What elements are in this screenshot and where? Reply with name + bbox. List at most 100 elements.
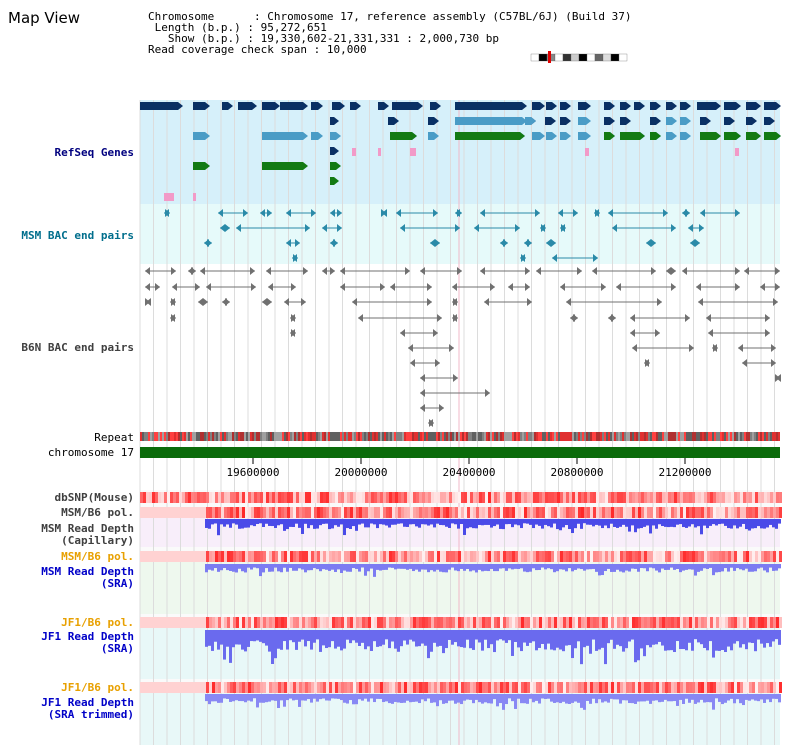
polymorphism-cell <box>530 507 533 518</box>
track-label-jf1-depth-sra-1[interactable]: JF1 Read Depth <box>41 630 134 643</box>
read-depth-bar <box>223 564 226 569</box>
repeat-segment <box>654 432 656 441</box>
polymorphism-cell <box>692 682 695 693</box>
polymorphism-cell <box>338 551 341 562</box>
track-label-dbsnp[interactable]: dbSNP(Mouse) <box>54 491 134 504</box>
read-depth-bar <box>697 694 700 703</box>
track-label-msm-depth-sra-1[interactable]: MSM Read Depth <box>41 565 134 578</box>
read-depth-bar <box>217 694 220 703</box>
read-depth-bar <box>709 630 712 642</box>
read-depth-bar <box>658 564 661 573</box>
polymorphism-cell <box>644 551 647 562</box>
read-depth-bar <box>373 519 376 525</box>
polymorphism-cell <box>143 682 146 693</box>
repeat-segment <box>768 432 770 441</box>
read-depth-bar <box>529 564 532 572</box>
repeat-segment <box>152 432 154 441</box>
gene-arrow <box>686 102 691 110</box>
repeat-segment <box>582 432 584 441</box>
read-depth-bar <box>664 519 667 527</box>
read-depth-bar <box>271 519 274 527</box>
polymorphism-cell <box>716 617 719 628</box>
polymorphism-cell <box>212 617 215 628</box>
polymorphism-cell <box>692 492 695 503</box>
polymorphism-cell <box>473 507 476 518</box>
gene-feature <box>604 117 610 125</box>
read-depth-bar <box>277 630 280 649</box>
read-depth-bar <box>724 630 727 652</box>
track-label-b6n-bac[interactable]: B6N BAC end pairs <box>21 341 134 354</box>
track-label-chromosome[interactable]: chromosome 17 <box>47 446 134 459</box>
track-label-jf1-b6-pol-2[interactable]: JF1/B6 pol. <box>61 681 134 694</box>
track-label-msm-b6-pol-1[interactable]: MSM/B6 pol. <box>61 506 134 519</box>
polymorphism-cell <box>233 617 236 628</box>
polymorphism-cell <box>416 682 419 693</box>
read-depth-bar <box>256 519 259 525</box>
read-depth-bar <box>289 564 292 568</box>
read-depth-bar <box>763 694 766 703</box>
polymorphism-cell <box>155 682 158 693</box>
track-label-msm-b6-pol-2[interactable]: MSM/B6 pol. <box>61 550 134 563</box>
read-depth-bar <box>751 630 754 644</box>
read-depth-bar <box>679 630 682 650</box>
bac-end-right <box>251 283 256 291</box>
polymorphism-cell <box>557 492 560 503</box>
repeat-segment <box>392 432 394 441</box>
repeat-segment <box>750 432 752 441</box>
read-depth-bar <box>367 519 370 528</box>
read-depth-bar <box>259 630 262 642</box>
read-depth-bar <box>388 630 391 649</box>
repeat-segment <box>280 432 282 441</box>
polymorphism-cell <box>248 551 251 562</box>
track-label-refseq[interactable]: RefSeq Genes <box>54 146 134 159</box>
read-depth-bar <box>337 630 340 647</box>
read-depth-bar <box>547 564 550 569</box>
read-depth-bar <box>664 564 667 570</box>
polymorphism-cell <box>215 507 218 518</box>
repeat-segment <box>720 432 722 441</box>
read-depth-bar <box>523 519 526 524</box>
track-label-msm-depth-cap-1[interactable]: MSM Read Depth <box>41 522 134 535</box>
track-label-jf1-depth-trim-1[interactable]: JF1 Read Depth <box>41 696 134 709</box>
polymorphism-cell <box>452 551 455 562</box>
polymorphism-cell <box>440 617 443 628</box>
repeat-segment <box>444 432 446 441</box>
track-label-msm-bac[interactable]: MSM BAC end pairs <box>21 229 134 242</box>
repeat-segment <box>258 432 260 441</box>
bac-end-right <box>293 254 298 262</box>
polymorphism-cell <box>260 492 263 503</box>
read-depth-bar <box>712 519 715 525</box>
polymorphism-cell <box>239 617 242 628</box>
read-depth-bar <box>625 694 628 701</box>
repeat-segment <box>638 432 640 441</box>
read-depth-bar <box>484 630 487 640</box>
polymorphism-cell <box>467 551 470 562</box>
polymorphism-cell <box>761 492 764 503</box>
polymorphism-cell <box>449 617 452 628</box>
polymorphism-cell <box>272 507 275 518</box>
repeat-segment <box>522 432 524 441</box>
track-label-repeat[interactable]: Repeat <box>94 431 134 444</box>
polymorphism-cell <box>377 492 380 503</box>
gene-arrow <box>752 117 757 125</box>
repeat-segment <box>598 432 600 441</box>
polymorphism-cell <box>686 617 689 628</box>
read-depth-bar <box>214 519 217 524</box>
read-depth-bar <box>589 519 592 525</box>
read-depth-bar <box>358 519 361 525</box>
bac-end-left <box>616 283 621 291</box>
polymorphism-cell <box>644 682 647 693</box>
polymorphism-cell <box>560 492 563 503</box>
polymorphism-cell <box>185 682 188 693</box>
polymorphism-cell <box>185 551 188 562</box>
track-label-jf1-b6-pol-1[interactable]: JF1/B6 pol. <box>61 616 134 629</box>
polymorphism-cell <box>320 507 323 518</box>
read-depth-bar <box>622 519 625 525</box>
polymorphism-cell <box>743 617 746 628</box>
polymorphism-cell <box>554 507 557 518</box>
bac-end-right <box>775 267 780 275</box>
read-depth-bar <box>427 564 430 573</box>
polymorphism-cell <box>233 682 236 693</box>
repeat-segment <box>524 432 526 441</box>
